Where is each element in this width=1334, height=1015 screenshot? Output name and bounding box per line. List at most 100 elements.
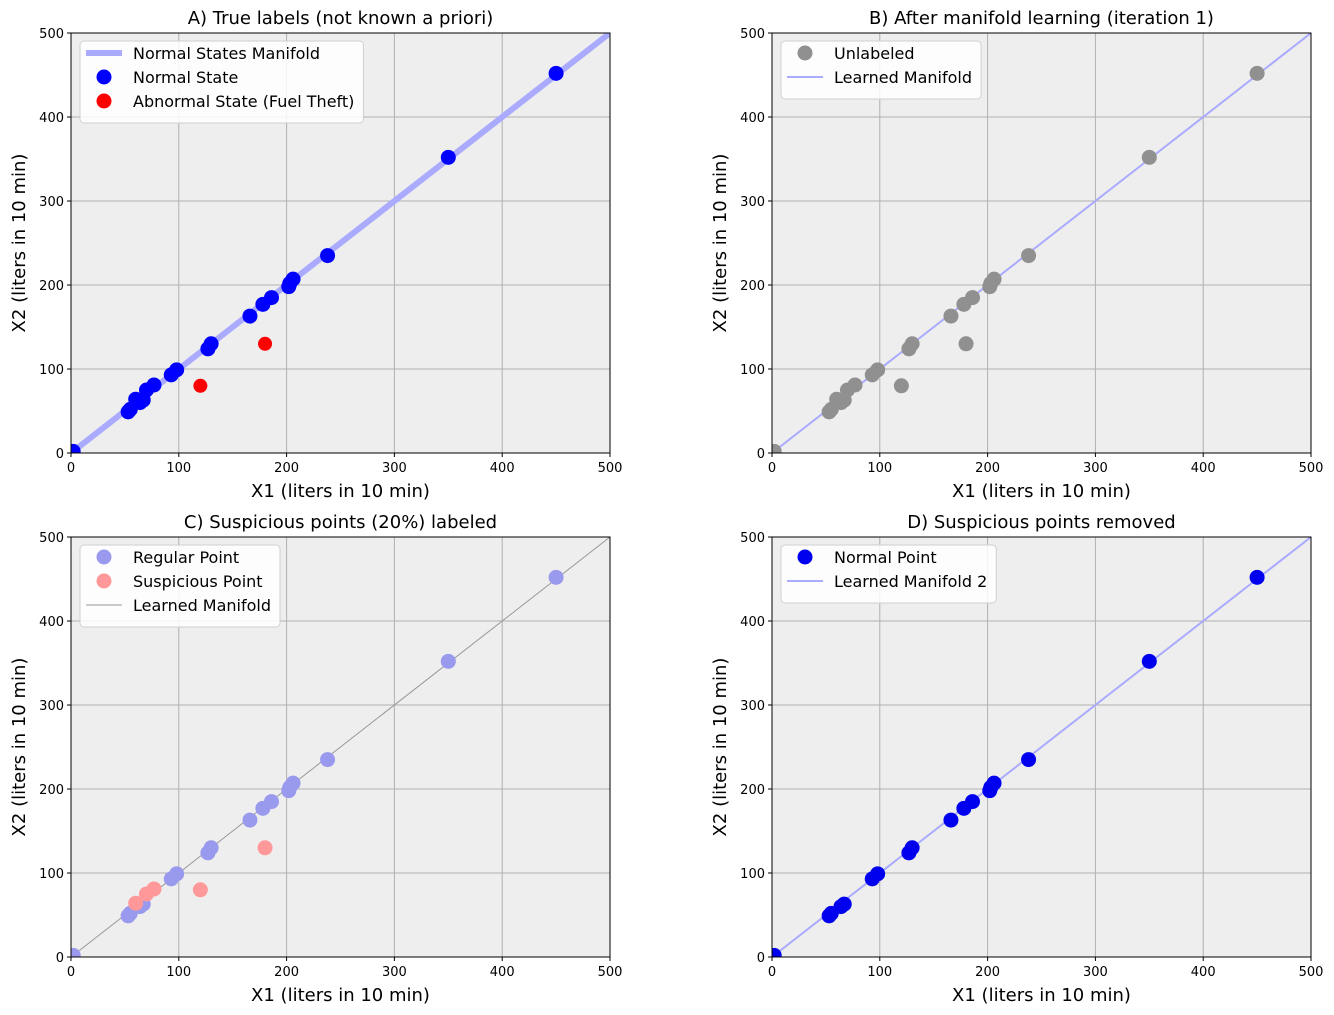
plot-content — [71, 33, 610, 453]
data-point — [958, 336, 974, 352]
legend-label: Normal States Manifold — [133, 44, 320, 63]
y-tick-label: 500 — [39, 531, 64, 546]
data-point — [440, 149, 456, 165]
data-point — [264, 794, 280, 810]
y-tick-label: 300 — [740, 699, 765, 714]
y-tick-label: 400 — [39, 111, 64, 126]
legend-box — [780, 544, 997, 604]
data-point — [203, 840, 219, 856]
x-tick-label: 100 — [166, 461, 191, 476]
data-point — [71, 443, 81, 453]
x-tick-label: 500 — [1299, 965, 1324, 980]
x-tick-label: 300 — [1083, 965, 1108, 980]
x-axis-label: X1 (liters in 10 min) — [251, 985, 430, 1006]
x-tick-label: 0 — [768, 461, 776, 476]
y-tick-label: 500 — [39, 27, 64, 42]
subplot-title: D) Suspicious points removed — [907, 512, 1175, 533]
axes-frame — [771, 536, 1312, 958]
data-point — [320, 752, 336, 768]
y-tick-label: 100 — [740, 363, 765, 378]
legend-label: Normal State — [133, 68, 238, 87]
data-point — [320, 248, 336, 264]
y-axis-label: X2 (liters in 10 min) — [9, 658, 30, 837]
x-tick-label: 0 — [67, 461, 75, 476]
y-axis-label: X2 (liters in 10 min) — [710, 658, 731, 837]
y-tick-label: 400 — [740, 615, 765, 630]
x-tick-label: 100 — [867, 965, 892, 980]
y-tick-label: 0 — [56, 447, 64, 462]
legend-label: Abnormal State (Fuel Theft) — [133, 92, 354, 111]
data-point — [1249, 65, 1265, 81]
legend: Normal Point Learned Manifold 2 — [780, 544, 997, 604]
x-tick-label: 100 — [166, 965, 191, 980]
data-point — [772, 947, 782, 957]
subplot-d: 0 100 200 300 400 500 0 100 200 300 400 500 D) Suspi… — [710, 512, 1323, 1006]
data-point — [285, 271, 301, 287]
data-point — [965, 290, 981, 306]
data-point — [965, 794, 981, 810]
data-point — [169, 866, 185, 882]
data-point — [904, 840, 920, 856]
data-point — [169, 362, 185, 378]
data-point — [146, 881, 162, 897]
data-point — [242, 812, 258, 828]
legend-box — [79, 544, 281, 628]
y-tick-label: 200 — [740, 783, 765, 798]
data-point — [440, 653, 456, 669]
data-point — [548, 569, 564, 585]
data-point — [242, 308, 258, 324]
y-tick-label: 300 — [740, 195, 765, 210]
y-tick-label: 500 — [740, 531, 765, 546]
axes-frame — [70, 32, 611, 454]
y-tick-label: 400 — [39, 615, 64, 630]
y-tick-label: 200 — [740, 279, 765, 294]
data-point — [943, 812, 959, 828]
axes-frame — [771, 32, 1312, 454]
data-point — [258, 336, 273, 351]
x-tick-label: 0 — [768, 965, 776, 980]
y-tick-label: 400 — [740, 111, 765, 126]
y-tick-label: 500 — [740, 27, 765, 42]
x-tick-label: 400 — [1191, 461, 1216, 476]
legend-label: Regular Point — [133, 548, 239, 567]
x-tick-label: 400 — [490, 461, 515, 476]
plot-content — [772, 537, 1311, 957]
y-tick-label: 200 — [39, 783, 64, 798]
data-point — [986, 271, 1002, 287]
data-point — [1249, 569, 1265, 585]
y-tick-label: 0 — [757, 447, 765, 462]
subplot-c: 0 100 200 300 400 500 0 100 200 300 400 500 C) Suspi… — [9, 512, 622, 1006]
legend-label: Learned Manifold — [133, 596, 271, 615]
data-point — [193, 378, 208, 393]
plot-content — [71, 537, 610, 957]
x-tick-label: 400 — [1191, 965, 1216, 980]
data-point — [548, 65, 564, 81]
y-axis-label: X2 (liters in 10 min) — [710, 154, 731, 333]
legend-label: Learned Manifold — [834, 68, 972, 87]
data-point — [128, 895, 144, 911]
subplot-b: 0 100 200 300 400 500 0 100 200 300 400 500 B) After… — [710, 8, 1323, 502]
legend-label: Suspicious Point — [133, 572, 263, 591]
x-tick-label: 500 — [598, 965, 623, 980]
legend-box — [780, 40, 982, 100]
subplot-a: 0 100 200 300 400 500 0 100 200 300 400 500 A) True … — [9, 8, 622, 502]
x-tick-label: 400 — [490, 965, 515, 980]
legend-marker-swatch — [797, 45, 813, 61]
data-point — [870, 866, 886, 882]
data-point — [1141, 149, 1157, 165]
data-point — [870, 362, 886, 378]
y-tick-label: 100 — [740, 867, 765, 882]
axes-frame — [70, 536, 611, 958]
x-tick-label: 100 — [867, 461, 892, 476]
data-point — [203, 336, 219, 352]
data-point — [893, 378, 909, 394]
data-point — [943, 308, 959, 324]
data-point — [1021, 752, 1037, 768]
y-tick-label: 300 — [39, 195, 64, 210]
subplot-title: B) After manifold learning (iteration 1) — [869, 8, 1214, 29]
x-tick-label: 200 — [975, 965, 1000, 980]
data-point — [986, 775, 1002, 791]
x-axis-label: X1 (liters in 10 min) — [952, 481, 1131, 502]
data-point — [192, 882, 208, 898]
